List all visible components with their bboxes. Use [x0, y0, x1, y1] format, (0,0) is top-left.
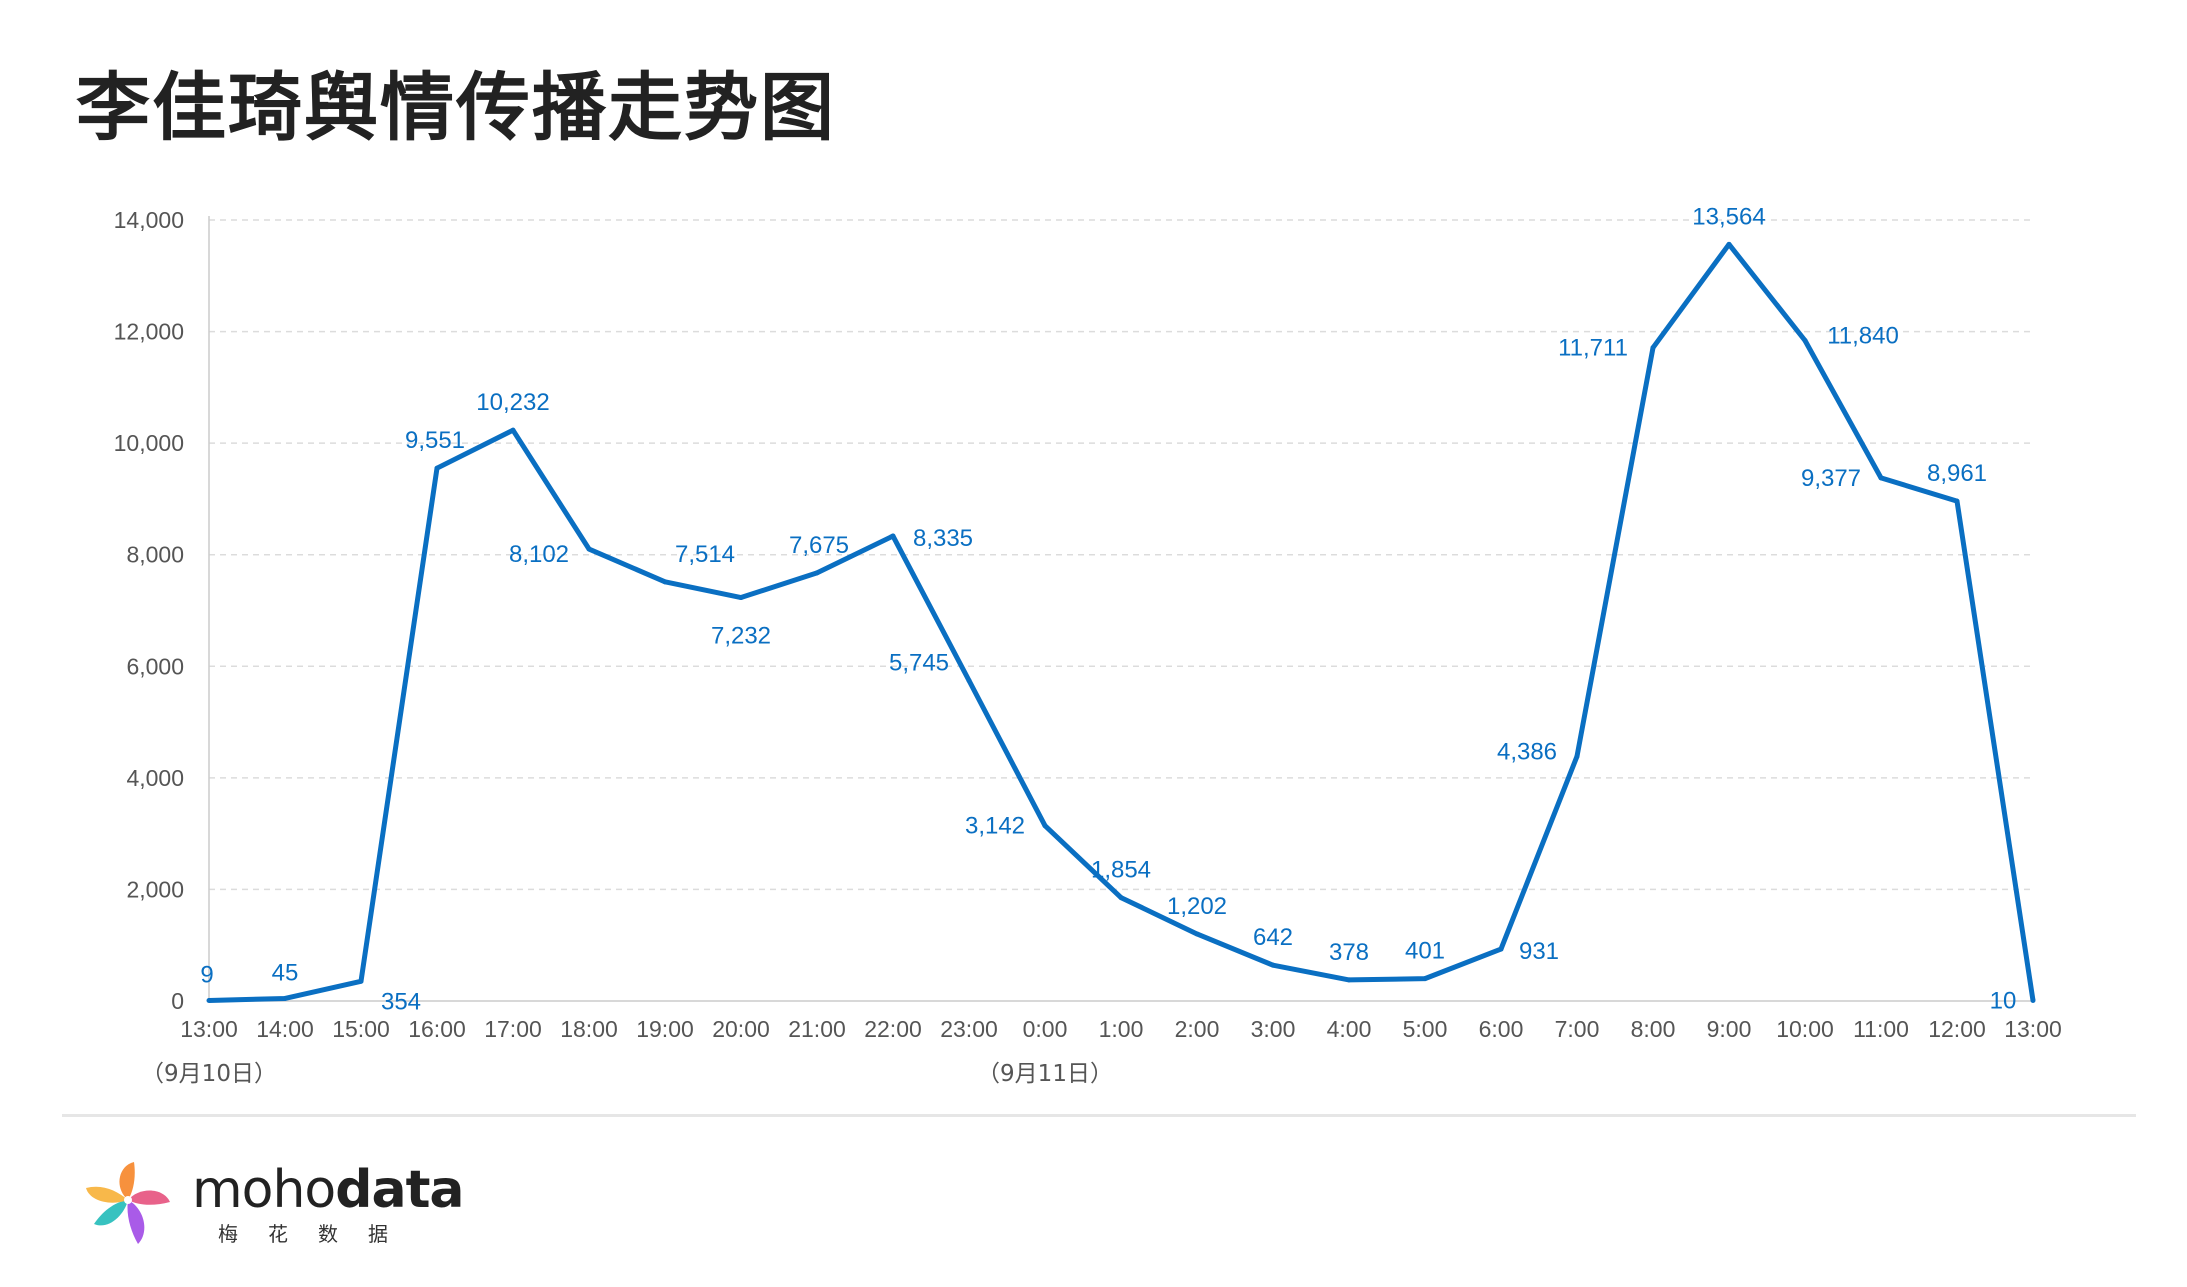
x-tick-label: 1:00 — [1099, 1016, 1144, 1042]
data-label: 13,564 — [1692, 203, 1765, 230]
data-point — [206, 997, 212, 1003]
x-tick-label: 19:00 — [636, 1016, 694, 1042]
y-tick-label: 14,000 — [114, 207, 184, 233]
data-point — [434, 465, 440, 471]
x-tick-label: 4:00 — [1327, 1016, 1372, 1042]
data-label: 7,232 — [711, 623, 771, 650]
data-point — [1802, 337, 1808, 343]
data-label: 11,711 — [1558, 335, 1628, 362]
x-tick-label: 11:00 — [1853, 1016, 1909, 1042]
data-label: 378 — [1329, 939, 1369, 966]
data-point — [358, 978, 364, 984]
data-label: 1,854 — [1091, 857, 1151, 884]
data-point — [586, 546, 592, 552]
data-label: 5,745 — [889, 650, 949, 677]
data-label: 401 — [1405, 938, 1445, 965]
data-label: 8,961 — [1927, 460, 1987, 487]
data-point — [282, 995, 288, 1001]
data-point — [1498, 946, 1504, 952]
data-point — [510, 427, 516, 433]
x-tick-label: 3:00 — [1251, 1016, 1296, 1042]
data-label: 354 — [381, 988, 421, 1015]
data-label: 3,142 — [965, 813, 1025, 840]
divider — [62, 1114, 2136, 1117]
data-label: 10,232 — [476, 389, 549, 416]
x-tick-label: 6:00 — [1479, 1016, 1524, 1042]
x-tick-label: 16:00 — [408, 1016, 466, 1042]
data-label: 9,551 — [405, 427, 465, 454]
mohodata-logo-icon — [86, 1162, 170, 1244]
data-label: 4,386 — [1497, 738, 1557, 765]
data-label: 642 — [1253, 924, 1293, 951]
data-point — [1270, 962, 1276, 968]
data-point — [1422, 976, 1428, 982]
data-label: 45 — [272, 959, 299, 986]
data-point — [1042, 823, 1048, 829]
data-point — [2030, 997, 2036, 1003]
data-point — [814, 570, 820, 576]
data-point — [966, 678, 972, 684]
y-tick-label: 12,000 — [114, 319, 184, 345]
x-tick-label: 0:00 — [1023, 1016, 1068, 1042]
data-point — [738, 595, 744, 601]
y-tick-label: 8,000 — [126, 542, 184, 568]
date-label: （9月10日） — [141, 1061, 277, 1087]
data-point — [1650, 345, 1656, 351]
x-tick-label: 18:00 — [560, 1016, 618, 1042]
x-tick-label: 12:00 — [1928, 1016, 1986, 1042]
x-tick-label: 7:00 — [1555, 1016, 1600, 1042]
x-tick-label: 2:00 — [1175, 1016, 1220, 1042]
x-tick-label: 13:00 — [180, 1016, 238, 1042]
data-label: 11,840 — [1827, 322, 1899, 349]
data-label: 8,335 — [913, 525, 973, 552]
data-label: 1,202 — [1167, 893, 1227, 920]
data-point — [1726, 241, 1732, 247]
x-tick-label: 14:00 — [256, 1016, 314, 1042]
y-tick-label: 10,000 — [114, 430, 184, 456]
x-tick-label: 8:00 — [1631, 1016, 1676, 1042]
y-tick-label: 2,000 — [126, 876, 184, 902]
line-chart: 0 2,000 4,000 6,000 8,000 10,000 12,000 14,000 1… — [114, 203, 2062, 1087]
x-tick-label: 23:00 — [940, 1016, 998, 1042]
data-label: 8,102 — [509, 541, 569, 568]
date-label: （9月11日） — [977, 1061, 1113, 1087]
data-point — [890, 533, 896, 539]
y-tick-label: 0 — [171, 988, 184, 1014]
data-label: 7,514 — [675, 541, 735, 568]
data-point — [1118, 895, 1124, 901]
brand-name: mohodata — [192, 1160, 465, 1220]
brand-bold: data — [335, 1160, 464, 1220]
data-label: 7,675 — [789, 532, 849, 559]
series-line — [208, 241, 2036, 1003]
data-label: 9 — [200, 961, 213, 988]
x-tick-label: 20:00 — [712, 1016, 770, 1042]
x-tick-label: 10:00 — [1776, 1016, 1834, 1042]
data-label: 9,377 — [1801, 465, 1861, 492]
data-point — [1954, 498, 1960, 504]
y-tick-label: 6,000 — [126, 653, 184, 679]
chart-title: 李佳琦舆情传播走势图 — [76, 65, 836, 151]
brand-light: moho — [192, 1160, 336, 1220]
y-tick-label: 4,000 — [126, 765, 184, 791]
data-point — [1878, 475, 1884, 481]
data-label: 931 — [1519, 938, 1559, 965]
x-tick-label: 9:00 — [1707, 1016, 1752, 1042]
x-tick-label: 21:00 — [788, 1016, 846, 1042]
x-tick-label: 15:00 — [332, 1016, 390, 1042]
x-tick-label: 5:00 — [1403, 1016, 1448, 1042]
data-point — [1574, 753, 1580, 759]
data-point — [1346, 977, 1352, 983]
data-point — [1194, 931, 1200, 937]
x-tick-label: 22:00 — [864, 1016, 922, 1042]
x-tick-label: 13:00 — [2004, 1016, 2062, 1042]
data-label: 10 — [1990, 987, 2017, 1014]
data-point — [662, 579, 668, 585]
brand-subtitle: 梅花数据 — [218, 1222, 418, 1246]
x-tick-label: 17:00 — [484, 1016, 542, 1042]
